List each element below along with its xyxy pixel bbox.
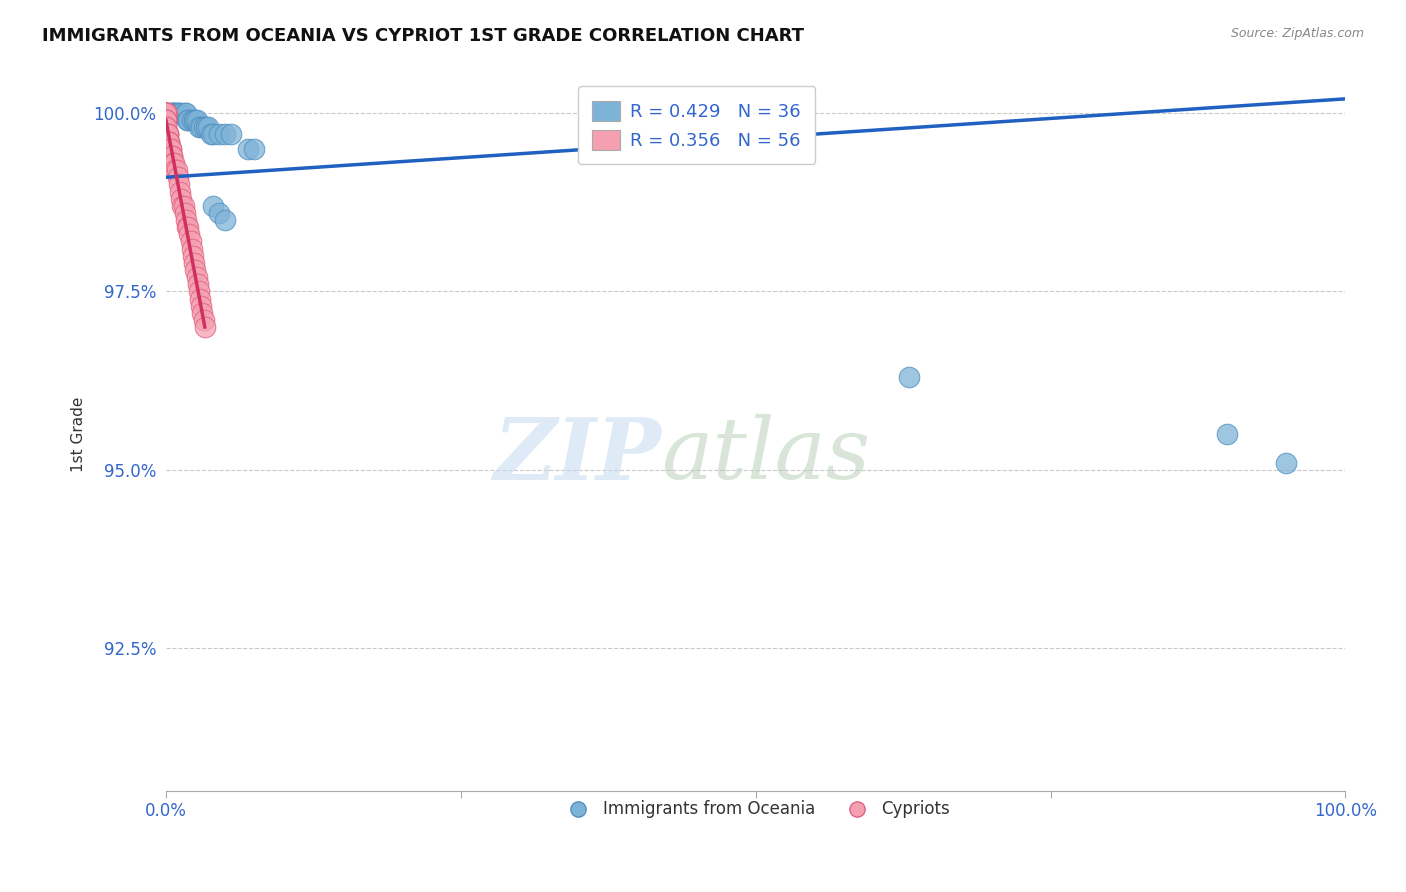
Point bbox=[190, 120, 212, 135]
Point bbox=[193, 313, 215, 327]
Point bbox=[166, 106, 188, 120]
Point bbox=[170, 106, 193, 120]
Point bbox=[188, 292, 211, 306]
Point bbox=[163, 156, 186, 170]
Point bbox=[160, 149, 183, 163]
Point bbox=[184, 263, 207, 277]
Point bbox=[155, 106, 177, 120]
Point bbox=[243, 142, 266, 156]
Point bbox=[165, 163, 187, 178]
Point bbox=[187, 120, 209, 135]
Point bbox=[166, 170, 188, 185]
Point bbox=[165, 106, 187, 120]
Point bbox=[163, 106, 186, 120]
Point bbox=[190, 299, 212, 313]
Point bbox=[173, 106, 195, 120]
Point bbox=[179, 227, 201, 242]
Point bbox=[159, 142, 181, 156]
Point bbox=[155, 113, 177, 128]
Point bbox=[187, 277, 209, 292]
Point bbox=[193, 120, 215, 135]
Point bbox=[202, 128, 225, 142]
Point bbox=[157, 128, 180, 142]
Point bbox=[160, 106, 183, 120]
Point bbox=[155, 106, 177, 120]
Point bbox=[169, 185, 191, 199]
Point bbox=[159, 135, 181, 149]
Point bbox=[173, 206, 195, 220]
Point bbox=[155, 106, 177, 120]
Point bbox=[186, 270, 208, 285]
Point bbox=[155, 106, 177, 120]
Point bbox=[167, 178, 190, 192]
Text: atlas: atlas bbox=[661, 414, 870, 497]
Point bbox=[181, 249, 204, 263]
Point bbox=[172, 199, 194, 213]
Point bbox=[166, 163, 188, 178]
Point bbox=[159, 142, 181, 156]
Point bbox=[155, 120, 177, 135]
Point bbox=[162, 156, 184, 170]
Point bbox=[159, 135, 181, 149]
Point bbox=[155, 120, 177, 135]
Point bbox=[155, 128, 177, 142]
Text: IMMIGRANTS FROM OCEANIA VS CYPRIOT 1ST GRADE CORRELATION CHART: IMMIGRANTS FROM OCEANIA VS CYPRIOT 1ST G… bbox=[42, 27, 804, 45]
Point bbox=[180, 113, 202, 128]
Point bbox=[186, 113, 208, 128]
Point bbox=[159, 135, 181, 149]
Text: Source: ZipAtlas.com: Source: ZipAtlas.com bbox=[1230, 27, 1364, 40]
Point bbox=[160, 149, 183, 163]
Point bbox=[173, 199, 195, 213]
Point bbox=[155, 106, 177, 120]
Point bbox=[155, 128, 177, 142]
Point bbox=[187, 285, 209, 299]
Point bbox=[155, 106, 177, 120]
Point bbox=[157, 128, 180, 142]
Text: ZIP: ZIP bbox=[494, 414, 661, 497]
Point bbox=[219, 128, 242, 142]
Point bbox=[170, 192, 193, 206]
Point bbox=[155, 113, 177, 128]
Point bbox=[183, 256, 205, 270]
Point bbox=[166, 106, 188, 120]
Point bbox=[197, 120, 219, 135]
Point bbox=[177, 113, 200, 128]
Point bbox=[155, 106, 177, 120]
Point bbox=[155, 106, 177, 120]
Point bbox=[200, 128, 222, 142]
Point bbox=[177, 220, 200, 235]
Point bbox=[1216, 427, 1239, 442]
Point bbox=[208, 128, 231, 142]
Point bbox=[159, 106, 181, 120]
Point bbox=[174, 106, 197, 120]
Point bbox=[159, 106, 181, 120]
Point bbox=[162, 106, 184, 120]
Point bbox=[176, 113, 198, 128]
Point bbox=[157, 128, 180, 142]
Point bbox=[194, 320, 217, 334]
Point bbox=[214, 128, 236, 142]
Point bbox=[155, 106, 177, 120]
Point bbox=[183, 113, 205, 128]
Point bbox=[202, 199, 225, 213]
Point bbox=[180, 242, 202, 256]
Point bbox=[1275, 456, 1298, 470]
Point bbox=[155, 113, 177, 128]
Point bbox=[155, 113, 177, 128]
Point bbox=[155, 106, 177, 120]
Y-axis label: 1st Grade: 1st Grade bbox=[72, 396, 86, 472]
Point bbox=[169, 106, 191, 120]
Point bbox=[195, 120, 218, 135]
Point bbox=[180, 235, 202, 249]
Point bbox=[191, 306, 214, 320]
Point bbox=[208, 206, 231, 220]
Legend: Immigrants from Oceania, Cypriots: Immigrants from Oceania, Cypriots bbox=[554, 794, 957, 825]
Point bbox=[184, 113, 207, 128]
Point bbox=[174, 213, 197, 227]
Point bbox=[214, 213, 236, 227]
Point bbox=[176, 220, 198, 235]
Point bbox=[898, 370, 921, 384]
Point bbox=[238, 142, 260, 156]
